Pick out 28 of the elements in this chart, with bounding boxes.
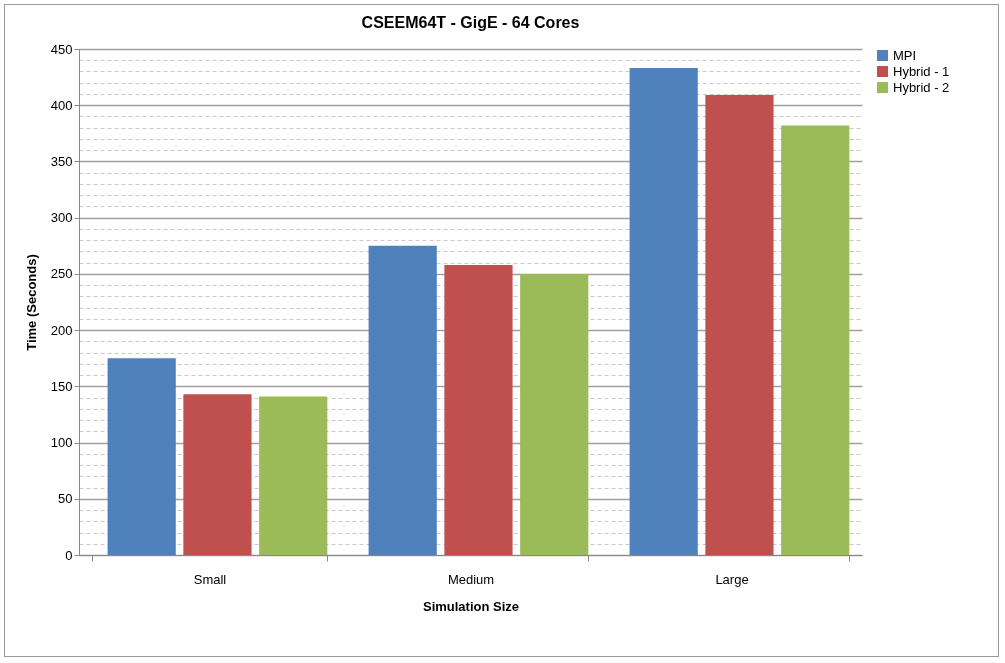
y-tick-label: 200 — [50, 322, 73, 338]
chart-title: CSEEM64T - GigE - 64 Cores — [361, 14, 580, 31]
bar — [781, 125, 850, 555]
x-tick-label: Medium — [447, 571, 495, 587]
y-tick-label: 150 — [50, 378, 73, 394]
bar — [705, 95, 774, 555]
bar — [520, 273, 589, 555]
y-tick-label: 100 — [50, 435, 73, 451]
y-tick-label: 400 — [50, 97, 73, 113]
bar — [368, 245, 437, 555]
y-tick-label: 300 — [50, 210, 73, 226]
legend-label: Hybrid - 1 — [893, 63, 950, 79]
y-tick-label: 0 — [65, 547, 73, 563]
y-tick-label: 450 — [50, 41, 73, 57]
legend-label: Hybrid - 2 — [893, 79, 950, 95]
x-tick-label: Small — [193, 571, 227, 587]
bar — [629, 68, 698, 555]
y-tick-label: 250 — [50, 266, 73, 282]
x-tick-label: Large — [715, 571, 749, 587]
bar — [107, 358, 176, 555]
y-tick-label: 350 — [50, 153, 73, 169]
bar — [183, 394, 252, 555]
x-axis-title: Simulation Size — [422, 598, 520, 614]
bar — [444, 264, 513, 555]
y-tick-label: 50 — [58, 491, 73, 507]
y-axis-title: Time (Seconds) — [23, 254, 39, 351]
bar — [259, 396, 328, 555]
legend-label: MPI — [893, 47, 917, 63]
